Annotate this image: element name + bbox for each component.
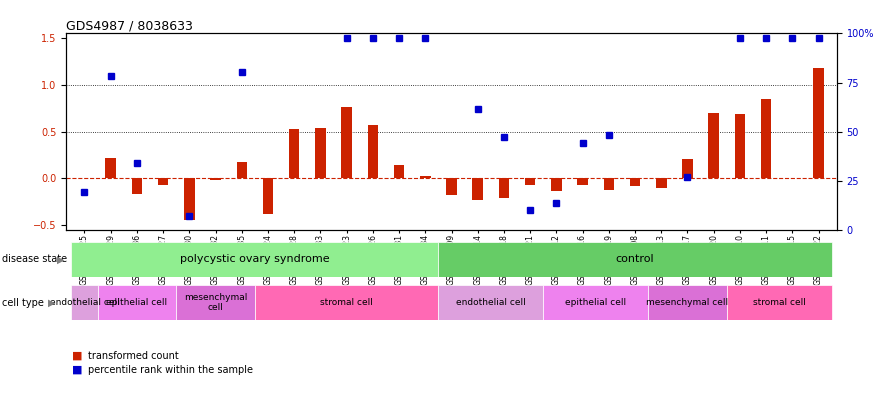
Bar xyxy=(315,128,326,178)
Bar xyxy=(472,178,483,200)
Bar xyxy=(71,285,98,320)
Text: percentile rank within the sample: percentile rank within the sample xyxy=(88,365,253,375)
Text: mesenchymal
cell: mesenchymal cell xyxy=(184,293,248,312)
Text: endothelial cell: endothelial cell xyxy=(49,298,119,307)
Bar xyxy=(106,158,116,178)
Text: ■: ■ xyxy=(72,351,83,361)
Bar xyxy=(394,165,404,178)
Text: stromal cell: stromal cell xyxy=(753,298,806,307)
Text: GDS4987 / 8038633: GDS4987 / 8038633 xyxy=(66,19,193,32)
Bar xyxy=(236,162,247,178)
Bar xyxy=(184,178,195,220)
Bar xyxy=(439,242,832,277)
Bar xyxy=(98,285,176,320)
Text: disease state: disease state xyxy=(2,254,67,264)
Text: polycystic ovary syndrome: polycystic ovary syndrome xyxy=(180,254,329,264)
Bar xyxy=(211,178,221,180)
Text: transformed count: transformed count xyxy=(88,351,179,362)
Bar xyxy=(263,178,273,214)
Text: endothelial cell: endothelial cell xyxy=(456,298,526,307)
Bar xyxy=(735,114,745,178)
Bar xyxy=(761,99,772,178)
Bar xyxy=(630,178,640,186)
Bar xyxy=(420,176,431,178)
Bar xyxy=(682,159,692,178)
Bar xyxy=(648,285,727,320)
Text: epithelial cell: epithelial cell xyxy=(565,298,626,307)
Bar xyxy=(341,107,352,178)
Text: cell type: cell type xyxy=(2,298,44,308)
Bar xyxy=(71,242,439,277)
Bar xyxy=(727,285,832,320)
Bar xyxy=(176,285,255,320)
Text: ▶: ▶ xyxy=(48,298,56,308)
Text: mesenchymal cell: mesenchymal cell xyxy=(647,298,729,307)
Bar xyxy=(813,68,824,178)
Bar xyxy=(499,178,509,198)
Text: ■: ■ xyxy=(72,364,83,375)
Bar xyxy=(544,285,648,320)
Bar xyxy=(525,178,536,185)
Text: control: control xyxy=(616,254,655,264)
Text: ▶: ▶ xyxy=(57,254,65,264)
Bar xyxy=(577,178,588,185)
Text: stromal cell: stromal cell xyxy=(320,298,373,307)
Bar xyxy=(367,125,378,178)
Text: epithelial cell: epithelial cell xyxy=(107,298,167,307)
Bar xyxy=(603,178,614,190)
Bar xyxy=(131,178,142,195)
Bar xyxy=(708,113,719,178)
Bar xyxy=(158,178,168,185)
Bar xyxy=(656,178,667,188)
Bar xyxy=(289,129,300,178)
Bar xyxy=(552,178,561,191)
Bar xyxy=(447,178,456,195)
Bar xyxy=(439,285,544,320)
Bar xyxy=(255,285,439,320)
